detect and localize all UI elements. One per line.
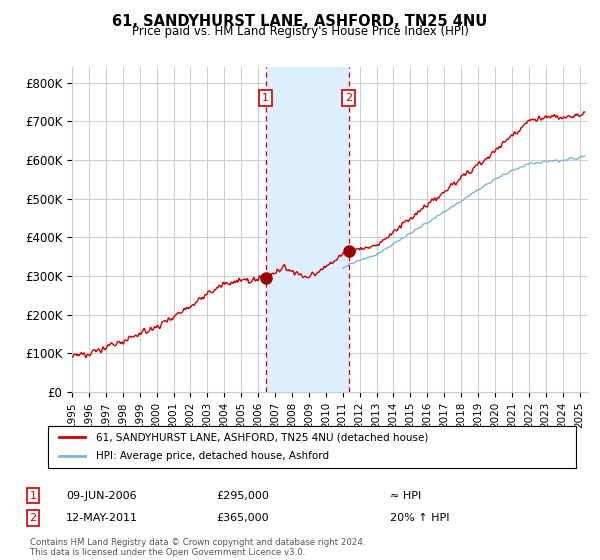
Text: HPI: Average price, detached house, Ashford: HPI: Average price, detached house, Ashf… [95, 451, 329, 461]
Text: Price paid vs. HM Land Registry's House Price Index (HPI): Price paid vs. HM Land Registry's House … [131, 25, 469, 38]
Text: 12-MAY-2011: 12-MAY-2011 [66, 513, 138, 523]
Text: 2: 2 [345, 93, 352, 103]
Text: 1: 1 [29, 491, 37, 501]
Text: 61, SANDYHURST LANE, ASHFORD, TN25 4NU: 61, SANDYHURST LANE, ASHFORD, TN25 4NU [112, 14, 488, 29]
Text: £295,000: £295,000 [216, 491, 269, 501]
Text: 20% ↑ HPI: 20% ↑ HPI [390, 513, 449, 523]
Text: 2: 2 [29, 513, 37, 523]
Text: 09-JUN-2006: 09-JUN-2006 [66, 491, 137, 501]
Text: 61, SANDYHURST LANE, ASHFORD, TN25 4NU (detached house): 61, SANDYHURST LANE, ASHFORD, TN25 4NU (… [95, 432, 428, 442]
Bar [266, 67, 349, 392]
Text: ≈ HPI: ≈ HPI [390, 491, 421, 501]
Text: Contains HM Land Registry data © Crown copyright and database right 2024.
This d: Contains HM Land Registry data © Crown c… [30, 538, 365, 557]
Text: 1: 1 [262, 93, 269, 103]
Text: £365,000: £365,000 [216, 513, 269, 523]
